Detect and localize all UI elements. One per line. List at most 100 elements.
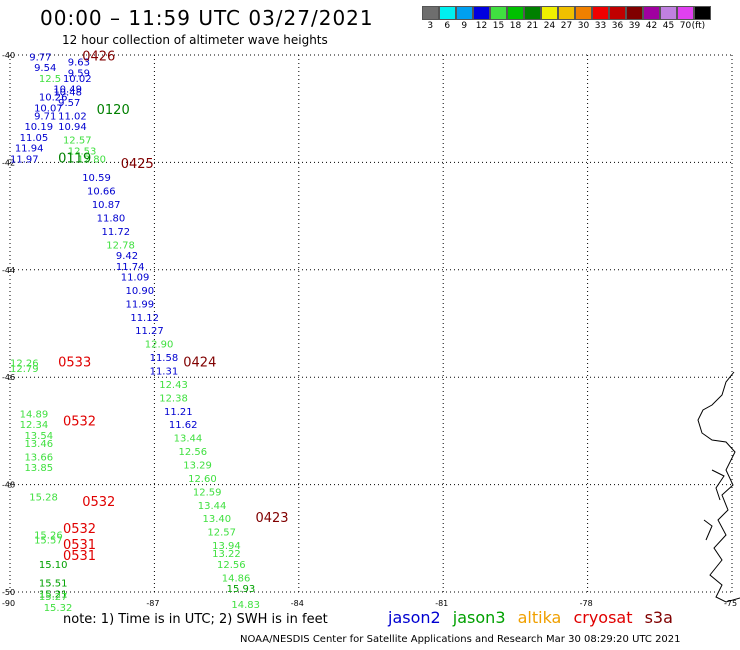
- scale-label: 42: [645, 21, 658, 31]
- wave-height-value: 13.29: [183, 460, 212, 471]
- lat-lon-grid: [9, 54, 733, 593]
- wave-height-value: 12.5: [39, 74, 61, 85]
- lat-label: -48: [2, 481, 15, 490]
- note-text: note: 1) Time is in UTC; 2) SWH is in fe…: [63, 612, 328, 627]
- wave-height-value: 10.87: [92, 200, 121, 211]
- wave-height-value: 10.26: [39, 93, 68, 104]
- wave-height-value: 11.12: [130, 313, 159, 324]
- legend-altika: altika: [517, 608, 562, 627]
- scale-label: 36: [611, 21, 624, 31]
- scale-swatch: [507, 6, 524, 20]
- wave-height-value: 11.94: [15, 144, 44, 155]
- wave-height-value: 14.83: [231, 600, 260, 611]
- scale-swatch: [643, 6, 660, 20]
- pass-time-label: 0426: [82, 49, 115, 64]
- scale-swatch: [575, 6, 592, 20]
- subtitle: 12 hour collection of altimeter wave hei…: [62, 33, 328, 47]
- scale-label: 70: [679, 21, 692, 31]
- scale-swatch: [541, 6, 558, 20]
- wave-height-value: 13.66: [24, 452, 53, 463]
- wave-height-value: 14.86: [222, 573, 251, 584]
- wave-height-value: 15.10: [39, 560, 68, 571]
- wave-height-value: 13.22: [212, 549, 241, 560]
- legend-cryosat: cryosat: [573, 608, 633, 627]
- wave-height-value: 9.42: [116, 251, 138, 262]
- lat-label: -50: [2, 588, 15, 597]
- pass-time-label: 0531: [63, 538, 96, 553]
- pass-time-label: 0531: [63, 549, 96, 564]
- lat-label: -42: [2, 158, 15, 167]
- scale-swatch: [422, 6, 439, 20]
- wave-height-value: 10.19: [24, 122, 53, 133]
- scale-label: (ft): [691, 21, 706, 31]
- wave-height-value: 9.57: [58, 98, 80, 109]
- lon-label: -87: [146, 599, 159, 608]
- wave-height-value: 12.43: [159, 380, 188, 391]
- lon-label: -78: [580, 599, 593, 608]
- scale-label: 3: [427, 21, 434, 31]
- scale-label: 12: [475, 21, 488, 31]
- pass-time-label: 0424: [183, 355, 216, 370]
- scale-swatch: [490, 6, 507, 20]
- wave-height-value: 10.90: [126, 286, 155, 297]
- wave-height-value: 13.94: [212, 541, 241, 552]
- wave-height-value: 11.21: [164, 407, 193, 418]
- axis-labels: -40 -42 -44 -46 -48 -50 -90 -87 -84 -81 -78 -75: [2, 51, 737, 608]
- wave-height-value: 12.57: [63, 136, 92, 147]
- wave-height-value: 12.79: [10, 364, 39, 375]
- wave-height-value: 12.26: [10, 358, 39, 369]
- wave-height-value: 12.56: [178, 447, 207, 458]
- scale-swatch: [694, 6, 711, 20]
- pass-time-label: 0532: [63, 522, 96, 537]
- scale-label: 45: [662, 21, 675, 31]
- wave-height-value: 13.40: [203, 514, 232, 525]
- pass-time-label: 0532: [63, 415, 96, 430]
- wave-height-value: 15.93: [227, 584, 256, 595]
- color-scale: [422, 6, 711, 20]
- wave-height-value: 15.51: [39, 579, 68, 590]
- wave-height-value: 9.54: [34, 63, 56, 74]
- scale-label: 15: [492, 21, 505, 31]
- scale-swatch: [609, 6, 626, 20]
- wave-height-value: 11.27: [135, 326, 164, 337]
- scale-label: 21: [526, 21, 539, 31]
- wave-height-value: 12.57: [207, 528, 236, 539]
- wave-height-value: 12.38: [159, 393, 188, 404]
- wave-height-value: 12.53: [68, 146, 97, 157]
- wave-height-value: 11.02: [58, 111, 87, 122]
- scale-label: 39: [628, 21, 641, 31]
- lon-label: -75: [724, 599, 737, 608]
- wave-height-value: 10.59: [82, 173, 111, 184]
- wave-height-value: 12.59: [193, 487, 222, 498]
- wave-height-value: 9.59: [68, 68, 90, 79]
- wave-height-value: 12.80: [77, 154, 106, 165]
- scale-label: 24: [543, 21, 556, 31]
- wave-height-value: 11.80: [97, 213, 126, 224]
- lon-label: -84: [291, 599, 304, 608]
- pass-time-label: 0423: [255, 511, 288, 526]
- wave-height-value: 11.62: [169, 420, 198, 431]
- pass-time-label: 0120: [97, 103, 130, 118]
- wave-height-value: 10.02: [63, 74, 92, 85]
- scale-label: 9: [461, 21, 468, 31]
- wave-height-value: 11.97: [10, 154, 39, 165]
- wave-height-value: 11.72: [101, 227, 130, 238]
- wave-height-value: 10.49: [53, 85, 82, 96]
- wave-height-value: 13.44: [198, 501, 227, 512]
- scale-swatch: [558, 6, 575, 20]
- pass-time-label: 0533: [58, 355, 91, 370]
- scale-label: 18: [509, 21, 522, 31]
- lat-label: -44: [2, 266, 15, 275]
- wave-height-value: 10.07: [34, 103, 63, 114]
- wave-height-value: 12.34: [20, 420, 49, 431]
- wave-height-value: 10.66: [87, 187, 116, 198]
- wave-height-value: 15.27: [39, 592, 68, 603]
- wave-height-value: 10.48: [53, 87, 82, 98]
- pass-time-labels: 0426 0120 0119 0425 0533 0424 0532 0532 0532 0423…: [58, 49, 288, 563]
- wave-height-value: 11.99: [126, 299, 155, 310]
- wave-height-value: 12.78: [106, 240, 135, 251]
- page-title: 00:00 – 11:59 UTC 03/27/2021: [40, 6, 374, 30]
- coastline: [697, 371, 740, 603]
- lon-label: -90: [2, 599, 15, 608]
